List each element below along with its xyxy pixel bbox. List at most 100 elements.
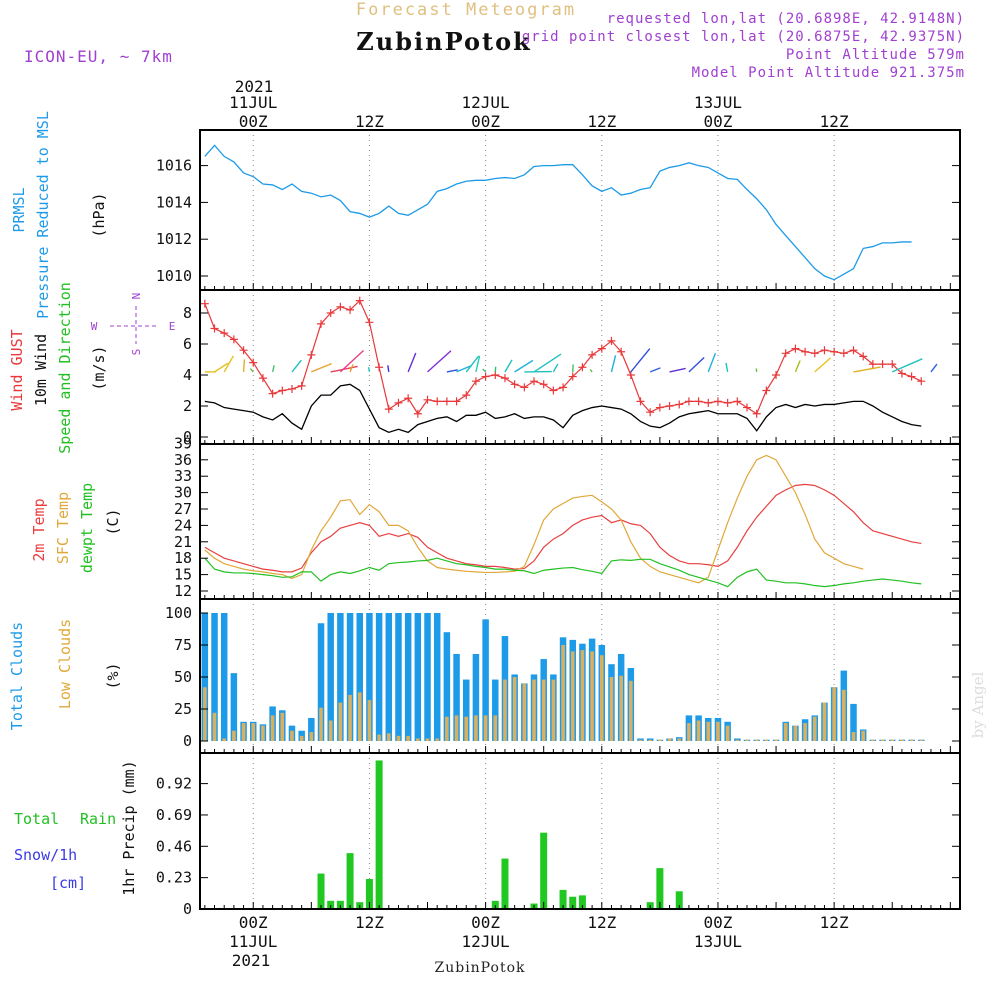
total-cloud-bar bbox=[850, 703, 857, 741]
wind-direction-arrow bbox=[610, 355, 617, 373]
y-tick-label: 4 bbox=[183, 366, 192, 384]
gust-marker bbox=[452, 397, 461, 406]
low-cloud-bar bbox=[551, 679, 556, 741]
top-axis-date: 11JUL bbox=[229, 93, 277, 112]
wind-direction-arrow bbox=[853, 366, 881, 373]
percent-label: (%) bbox=[104, 662, 122, 689]
gust-marker bbox=[578, 363, 587, 372]
top-title: Forecast Meteogram bbox=[356, 0, 576, 20]
total-cloud-bar bbox=[453, 653, 460, 741]
low-cloud-bar bbox=[803, 723, 807, 741]
total-cloud-bar bbox=[337, 613, 344, 741]
low-cloud-bar bbox=[812, 716, 817, 741]
total-cloud-bar bbox=[443, 632, 451, 741]
gust-marker bbox=[713, 397, 722, 406]
gust-marker bbox=[442, 397, 451, 406]
top-axis-time: 12Z bbox=[355, 112, 384, 131]
top-axis-time: 00Z bbox=[704, 112, 733, 131]
gust-marker bbox=[849, 346, 858, 355]
gust-marker bbox=[859, 352, 868, 361]
precip-bar bbox=[491, 900, 499, 909]
total-cloud-bar bbox=[424, 613, 431, 741]
bottom-axis-date: 12JUL bbox=[462, 932, 510, 951]
total-cloud-bar bbox=[356, 613, 363, 741]
bottom-axis-time: 00Z bbox=[239, 913, 268, 932]
low-cloud-bar bbox=[493, 715, 498, 741]
ms-label: (m/s) bbox=[90, 345, 108, 390]
wind-direction-arrow bbox=[669, 367, 686, 373]
pressure-msl-label: Pressure Reduced to MSL bbox=[34, 111, 52, 319]
gust-marker bbox=[481, 372, 490, 381]
top-axis-date: 12JUL bbox=[462, 93, 510, 112]
gust-marker bbox=[646, 408, 655, 417]
gust-marker bbox=[530, 377, 539, 386]
gust-marker bbox=[539, 380, 548, 389]
gust-marker bbox=[772, 371, 781, 379]
wind-direction-arrow bbox=[814, 357, 832, 373]
total-cloud-bar bbox=[308, 717, 315, 741]
low-cloud-bar bbox=[774, 739, 778, 741]
y-tick-label: 27 bbox=[174, 500, 192, 518]
requested-coords: requested lon,lat (20.6898E, 42.9148N) bbox=[607, 11, 965, 27]
low-cloud-bar bbox=[503, 679, 507, 741]
wind-direction-arrow bbox=[630, 348, 651, 373]
gust-marker bbox=[384, 405, 393, 414]
gust-marker bbox=[375, 363, 384, 372]
low-cloud-bar bbox=[696, 720, 701, 741]
precip-bar bbox=[375, 760, 383, 909]
wind-direction-arrow bbox=[223, 355, 234, 373]
footer-location: ZubinPotok bbox=[434, 960, 525, 976]
y-tick-label: 0.69 bbox=[156, 806, 192, 824]
y-tick-label: 6 bbox=[183, 335, 192, 353]
y-tick-label: 1010 bbox=[156, 267, 192, 285]
low-cloud-bar bbox=[754, 739, 759, 741]
total-cloud-bar bbox=[433, 613, 441, 741]
total-cloud-bar bbox=[462, 679, 470, 741]
bottom-axis-date: 13JUL bbox=[694, 932, 742, 951]
precip-bar bbox=[327, 900, 335, 909]
bottom-axis-time: 00Z bbox=[704, 913, 733, 932]
y-tick-label: 36 bbox=[174, 451, 192, 469]
compass-north: N bbox=[130, 293, 143, 300]
low-cloud-bar bbox=[464, 716, 469, 741]
low-cloud-bar bbox=[309, 732, 314, 741]
top-axis-time: 12Z bbox=[587, 112, 616, 131]
compass-south: S bbox=[130, 349, 143, 356]
total-cloud-bar bbox=[346, 613, 354, 741]
precip-bar bbox=[365, 879, 373, 909]
low-cloud-bar bbox=[706, 721, 711, 741]
gust-marker bbox=[317, 319, 326, 328]
low-cloud-bar bbox=[851, 732, 856, 741]
y-tick-label: 18 bbox=[174, 549, 192, 567]
y-tick-label: 0 bbox=[183, 900, 192, 918]
precip-bar bbox=[336, 900, 344, 909]
wind-labels: Wind GUST 10m Wind Speed and Direction (… bbox=[8, 282, 175, 454]
low-cloud-bar bbox=[745, 739, 749, 741]
gust-marker bbox=[229, 335, 238, 344]
y-tick-label: 0.92 bbox=[156, 775, 192, 793]
compass-west: W bbox=[91, 320, 98, 333]
gust-marker bbox=[665, 402, 674, 410]
y-tick-label: 50 bbox=[174, 668, 192, 686]
y-tick-label: 33 bbox=[174, 467, 192, 485]
sfc-temp-line bbox=[204, 454, 864, 584]
gust-marker bbox=[888, 360, 897, 369]
total-cloud-bar bbox=[395, 613, 402, 741]
low-cloud-bar bbox=[483, 715, 488, 741]
total-clouds-label: Total Clouds bbox=[8, 622, 26, 730]
watermark: by Angel bbox=[969, 671, 987, 738]
low-cloud-bar bbox=[842, 689, 846, 741]
wind-direction-arrow bbox=[725, 362, 729, 373]
wind-direction-arrow bbox=[707, 352, 717, 373]
bottom-axis-time: 12Z bbox=[587, 913, 616, 932]
wind-direction-arrow bbox=[589, 368, 593, 373]
y-tick-label: 75 bbox=[174, 636, 192, 654]
gust-marker bbox=[694, 397, 703, 406]
low-cloud-bar bbox=[338, 702, 343, 741]
sfc-temp-label: SFC Temp bbox=[54, 492, 72, 564]
top-axis-year: 2021 bbox=[235, 77, 274, 96]
y-tick-label: 15 bbox=[174, 566, 192, 584]
wind-direction-arrow bbox=[242, 359, 246, 372]
gust-marker bbox=[346, 305, 355, 314]
